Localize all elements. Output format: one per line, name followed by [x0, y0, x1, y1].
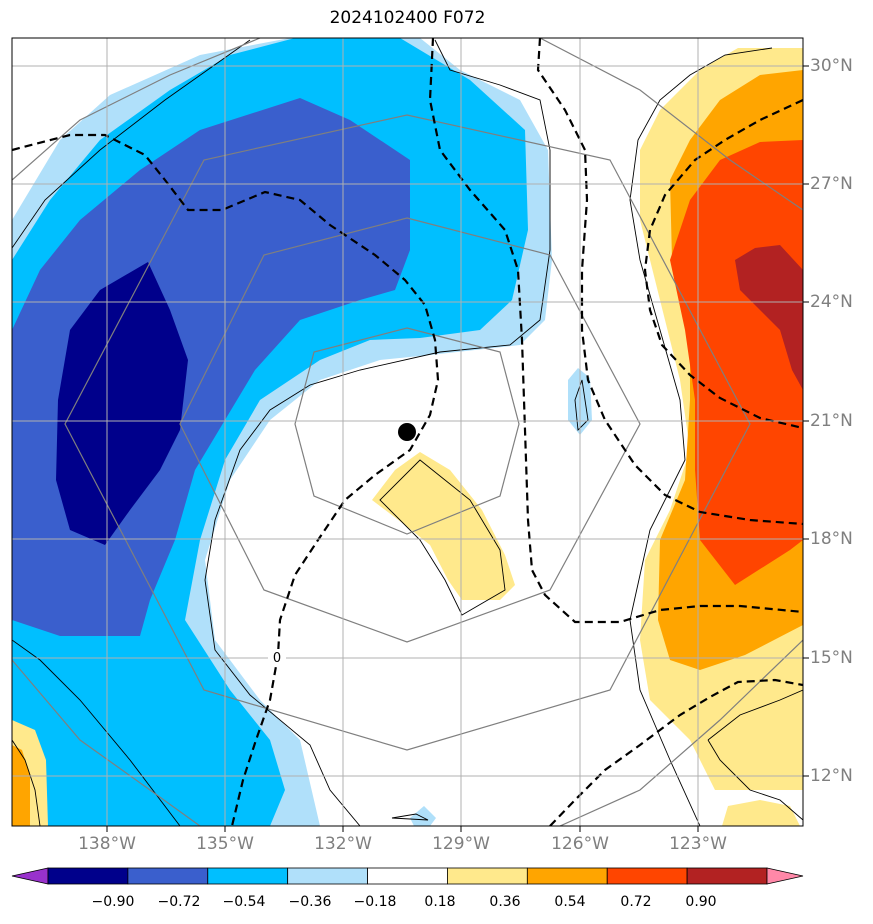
colorbar-segment — [287, 867, 368, 885]
lat-label-24n: 24°N — [810, 292, 853, 312]
lon-label-132w: 132°W — [314, 834, 372, 854]
shade-orange-sw — [12, 745, 30, 826]
colorbar-tick-label: 0.72 — [620, 894, 652, 910]
colorbar-tick-label: 0.36 — [489, 894, 521, 910]
lat-label-12n: 12°N — [810, 766, 853, 786]
shade-navy-west — [56, 262, 188, 545]
colorbar-tick-label: −0.90 — [91, 894, 135, 910]
colorbar — [11, 867, 804, 885]
lon-label-138w: 138°W — [78, 834, 136, 854]
shade-darkred-east — [735, 245, 803, 390]
shade-yellow-center — [372, 452, 515, 600]
map-title: 2024102400 F072 — [329, 8, 486, 28]
map-frame — [11, 37, 804, 827]
lat-label-15n: 15°N — [810, 648, 853, 668]
colorbar-tick-label: −0.72 — [157, 894, 201, 910]
lon-label-123w: 123°W — [669, 834, 727, 854]
graticule — [12, 38, 803, 826]
lon-label-126w: 126°W — [551, 834, 609, 854]
zero-contour-label: 0 — [273, 651, 281, 666]
colorbar-tick-label: 0.54 — [554, 894, 586, 910]
lat-label-30n: 30°N — [810, 56, 853, 76]
colorbar-extend-max — [766, 867, 804, 885]
colorbar-segment — [526, 867, 608, 885]
colorbar-segment — [127, 867, 209, 885]
thin-black-contours — [12, 39, 803, 826]
colorbar-segment — [447, 867, 528, 885]
lat-label-27n: 27°N — [810, 174, 853, 194]
axis-ticks — [106, 65, 809, 832]
zero-label-bg — [268, 649, 286, 665]
lat-label-18n: 18°N — [810, 529, 853, 549]
lon-label-129w: 129°W — [432, 834, 490, 854]
shade-light-blue-spot-south — [410, 806, 436, 826]
colorbar-tick-label: 0.18 — [424, 894, 456, 910]
colorbar-tick-label: 0.90 — [685, 894, 717, 910]
colorbar-segment — [367, 867, 448, 885]
colorbar-tick-label: −0.36 — [288, 894, 332, 910]
colorbar-segment — [606, 867, 688, 885]
colorbar-extend-min — [11, 867, 49, 885]
lat-label-21n: 21°N — [810, 411, 853, 431]
storm-center-marker — [398, 423, 416, 441]
colorbar-tick-label: −0.54 — [222, 894, 266, 910]
colorbar-segment — [207, 867, 289, 885]
colorbar-segment — [686, 867, 768, 885]
dashed-contours — [12, 38, 803, 826]
map-area: 0 — [12, 38, 803, 826]
colorbar-segment — [47, 867, 129, 885]
lon-label-135w: 135°W — [196, 834, 254, 854]
shade-yellow-se-spot — [722, 800, 800, 826]
colorbar-tick-label: −0.18 — [353, 894, 397, 910]
